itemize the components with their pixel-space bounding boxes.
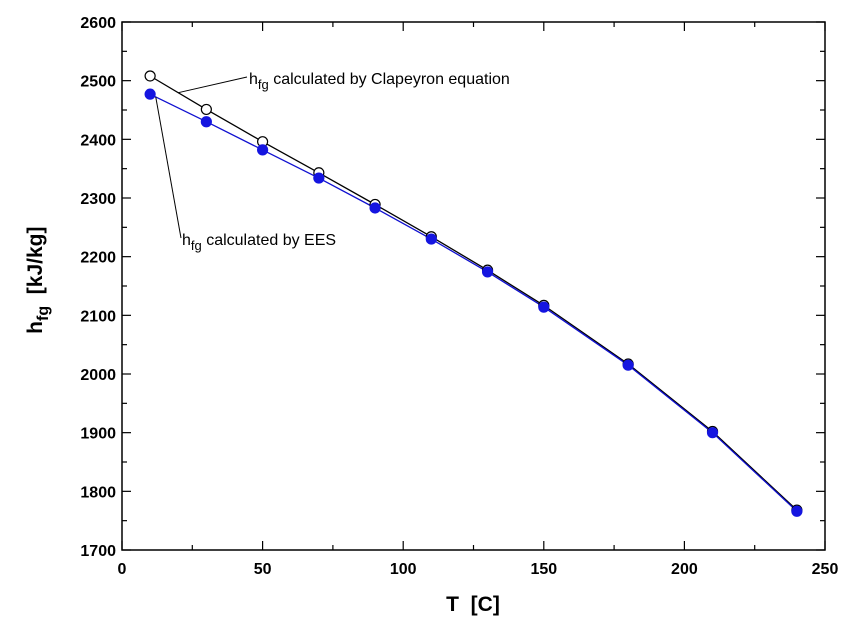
data-point-ees [538,301,550,313]
data-point-ees [706,427,719,439]
y-tick-label: 1700 [80,543,116,560]
series-lines [149,75,798,512]
y-tick-label: 2200 [80,250,116,267]
y-tick-label: 2100 [80,308,116,325]
data-point-ees [200,116,212,128]
y-tick-label: 2000 [80,367,116,384]
series-line-ees [149,93,798,512]
data-point-clapeyron [200,103,212,116]
x-tick-label: 150 [530,561,557,578]
axis-ticks [121,21,826,551]
annotation-leader-clapeyron [178,76,248,94]
y-tick-label: 1900 [80,426,116,443]
data-point-ees [369,202,381,214]
x-tick-label: 0 [118,561,127,578]
series-line-clapeyron [149,75,798,511]
plot-frame [121,21,826,551]
data-point-ees [144,88,156,100]
data-point-ees [425,233,437,245]
annotation-leader-ees [155,96,182,239]
y-tick-label: 2300 [80,191,116,208]
data-markers [144,70,803,517]
annotation-leaders [155,76,248,239]
annotation-clapeyron: hfg calculated by Clapeyron equation [249,71,510,92]
x-tick-label: 100 [390,561,417,578]
x-tick-label: 50 [254,561,272,578]
data-point-clapeyron [144,70,156,82]
y-tick-label: 1800 [80,484,116,501]
x-tick-label: 250 [812,561,839,578]
y-tick-label: 2600 [80,15,116,32]
tick-labels: 0 50 100 150 200 250 1700 1800 1900 2000 2100 2200 2… [80,15,838,578]
y-axis-title: hfg [kJ/kg] [24,209,52,363]
x-tick-label: 200 [671,561,698,578]
annotation-ees: hfg calculated by EES [182,232,336,253]
y-tick-label: 2500 [80,74,116,91]
data-point-ees [313,172,325,184]
y-tick-label: 2400 [80,132,116,149]
data-point-ees [791,505,803,517]
data-point-ees [257,144,269,156]
data-point-ees [481,266,494,278]
data-point-ees [622,359,634,371]
x-axis-title: T [C] [446,593,500,616]
